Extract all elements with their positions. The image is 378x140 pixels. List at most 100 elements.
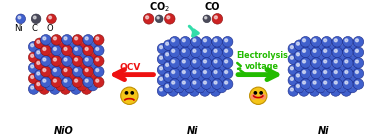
Circle shape xyxy=(52,75,55,78)
Circle shape xyxy=(40,35,51,45)
Circle shape xyxy=(131,92,133,94)
Circle shape xyxy=(178,54,189,65)
Circle shape xyxy=(53,47,56,50)
Circle shape xyxy=(353,58,364,68)
Circle shape xyxy=(301,77,304,80)
Circle shape xyxy=(66,59,77,70)
Circle shape xyxy=(174,40,184,51)
Circle shape xyxy=(31,54,34,57)
Circle shape xyxy=(60,41,71,52)
Circle shape xyxy=(28,52,39,63)
Circle shape xyxy=(210,65,221,75)
Circle shape xyxy=(34,38,45,49)
Circle shape xyxy=(85,79,88,82)
Circle shape xyxy=(172,49,175,52)
Circle shape xyxy=(182,81,185,84)
Circle shape xyxy=(43,37,46,40)
Circle shape xyxy=(56,80,66,91)
Circle shape xyxy=(197,63,200,66)
Circle shape xyxy=(203,71,206,74)
Circle shape xyxy=(322,56,325,59)
Circle shape xyxy=(195,40,206,51)
Circle shape xyxy=(41,44,44,47)
Circle shape xyxy=(210,54,221,65)
Circle shape xyxy=(309,75,320,86)
Circle shape xyxy=(193,60,196,63)
Circle shape xyxy=(334,60,337,63)
Circle shape xyxy=(300,47,311,58)
Circle shape xyxy=(174,72,184,82)
Text: NiO: NiO xyxy=(54,126,74,136)
Circle shape xyxy=(212,88,215,91)
Circle shape xyxy=(343,88,346,91)
Text: C: C xyxy=(31,24,37,33)
Circle shape xyxy=(77,70,87,80)
Circle shape xyxy=(193,39,196,42)
Circle shape xyxy=(43,47,46,50)
Circle shape xyxy=(191,67,194,70)
Circle shape xyxy=(342,47,353,58)
Circle shape xyxy=(318,42,321,45)
Circle shape xyxy=(160,46,163,49)
Circle shape xyxy=(50,63,60,73)
Circle shape xyxy=(349,85,352,88)
Circle shape xyxy=(216,82,227,93)
Circle shape xyxy=(343,46,346,49)
Circle shape xyxy=(315,72,326,82)
Circle shape xyxy=(342,37,353,47)
Circle shape xyxy=(202,67,205,70)
Circle shape xyxy=(163,82,174,93)
Circle shape xyxy=(315,51,326,61)
Circle shape xyxy=(180,47,191,58)
Circle shape xyxy=(73,65,76,68)
Circle shape xyxy=(208,42,211,45)
Circle shape xyxy=(64,37,67,40)
Circle shape xyxy=(326,40,336,51)
Circle shape xyxy=(45,59,56,70)
Circle shape xyxy=(81,41,92,52)
Circle shape xyxy=(40,66,51,77)
Circle shape xyxy=(302,39,305,42)
Circle shape xyxy=(170,88,173,91)
Circle shape xyxy=(206,40,216,51)
Circle shape xyxy=(41,86,44,89)
Circle shape xyxy=(60,73,71,84)
Circle shape xyxy=(345,81,348,84)
Circle shape xyxy=(212,67,215,70)
Circle shape xyxy=(191,47,201,58)
Circle shape xyxy=(157,86,168,96)
Circle shape xyxy=(203,49,206,52)
Circle shape xyxy=(249,87,267,104)
Circle shape xyxy=(66,49,77,59)
Circle shape xyxy=(307,53,310,56)
Circle shape xyxy=(309,54,320,65)
Circle shape xyxy=(355,49,358,52)
Circle shape xyxy=(305,61,315,72)
Circle shape xyxy=(330,43,341,54)
Circle shape xyxy=(313,60,316,63)
Circle shape xyxy=(182,60,185,63)
Circle shape xyxy=(326,61,336,72)
Circle shape xyxy=(336,40,347,51)
Circle shape xyxy=(77,59,87,70)
Circle shape xyxy=(181,67,184,70)
Circle shape xyxy=(202,77,205,80)
Circle shape xyxy=(73,54,76,57)
Circle shape xyxy=(81,84,92,94)
Circle shape xyxy=(90,40,93,43)
Circle shape xyxy=(214,60,217,63)
Circle shape xyxy=(60,63,71,73)
Circle shape xyxy=(322,67,325,70)
Circle shape xyxy=(307,85,310,88)
Circle shape xyxy=(324,71,327,74)
Circle shape xyxy=(216,51,227,61)
Circle shape xyxy=(313,81,316,84)
Circle shape xyxy=(320,75,330,86)
Circle shape xyxy=(93,66,104,77)
Circle shape xyxy=(206,72,216,82)
Text: CO: CO xyxy=(204,2,220,12)
Circle shape xyxy=(52,54,55,57)
Circle shape xyxy=(201,68,212,79)
Circle shape xyxy=(326,51,336,61)
Circle shape xyxy=(166,53,169,56)
